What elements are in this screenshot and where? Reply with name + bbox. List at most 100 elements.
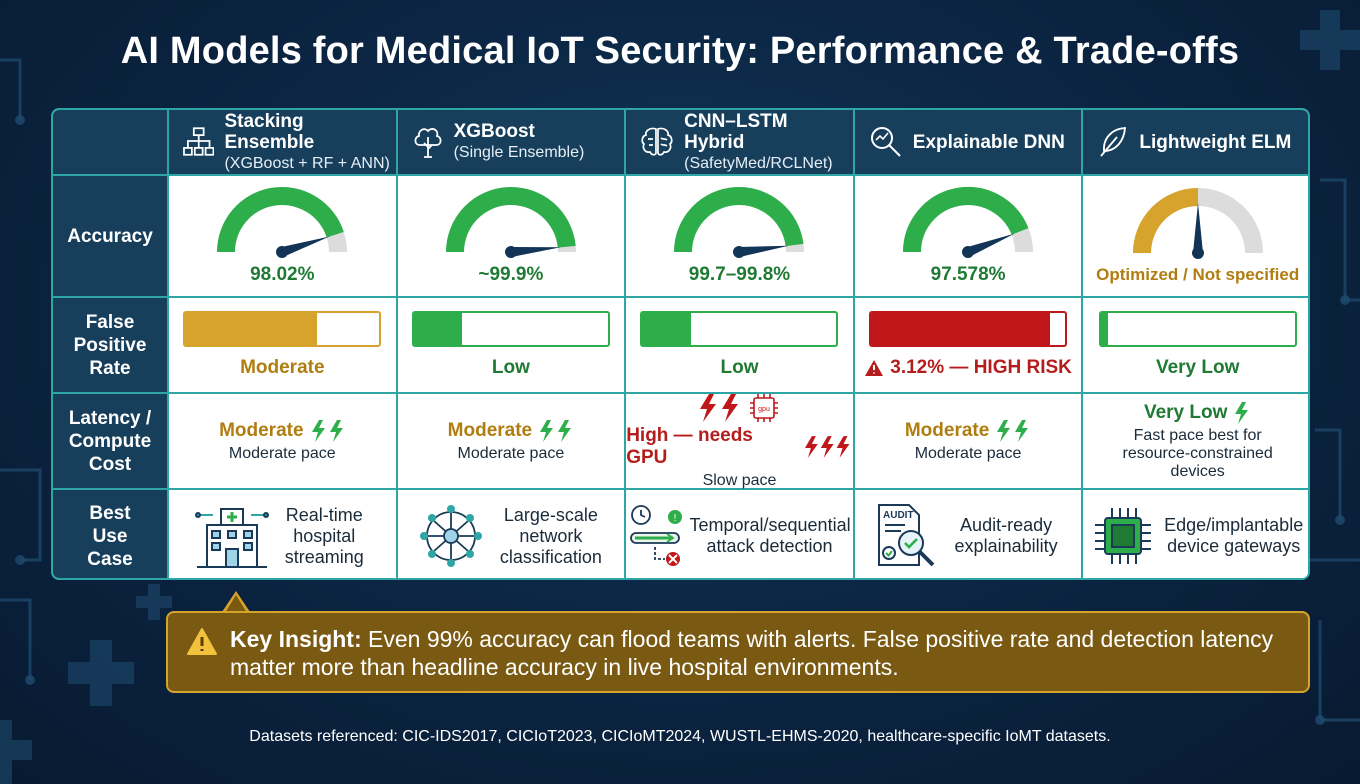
model-header-xgboost: XGBoost (Single Ensemble): [397, 110, 627, 176]
gpu-chip-icon: gpu: [750, 393, 779, 422]
use-case-text: Real-time hospital streaming: [284, 504, 364, 567]
use-case-cell: AUDIT Audit-ready explainability: [854, 490, 1084, 578]
model-name: Explainable DNN: [912, 131, 1065, 153]
hospital-icon: [195, 508, 270, 568]
gauge-hub: [1191, 247, 1204, 259]
audit-document-icon: AUDIT: [878, 504, 935, 567]
fpr-bar: [640, 311, 839, 347]
row-label-use-case: Best Use Case: [53, 490, 169, 578]
gauge-needle: [510, 247, 561, 257]
model-header-elm: Lightweight ELM: [1083, 110, 1308, 176]
datasets-footnote: Datasets referenced: CIC-IDS2017, CICIoT…: [249, 728, 1111, 745]
chip-icon: [1094, 508, 1151, 564]
warning-icon: [865, 360, 884, 376]
use-case-cell: Large-scale network classification: [397, 490, 627, 578]
latency-label: Very Low: [1143, 401, 1228, 423]
model-subtitle: (Single Ensemble): [453, 144, 585, 161]
fpr-cell: Moderate: [169, 298, 398, 394]
latency-sub: Moderate pace: [228, 444, 336, 462]
insight-body: Even 99% accuracy can flood teams with a…: [230, 626, 1274, 680]
accuracy-gauge: [903, 187, 1034, 258]
accuracy-gauge: [1132, 188, 1263, 259]
gauge-needle: [280, 236, 330, 257]
fpr-label-row: 3.12% — HIGH RISK: [864, 357, 1072, 379]
fpr-label: Low: [720, 357, 759, 378]
page-title: AI Models for Medical IoT Security: Perf…: [120, 30, 1240, 72]
fpr-label: Low: [491, 357, 530, 378]
svg-text:!: !: [674, 513, 677, 524]
fpr-bar-fill: [413, 313, 463, 345]
fpr-bar: [869, 311, 1068, 347]
latency-row: Latency / Compute Cost Moderate Moderate…: [53, 393, 1308, 490]
tree-icon: [414, 128, 442, 158]
bolt-icon: [1235, 401, 1249, 424]
bolt-icon: [805, 435, 850, 458]
latency-cell: Moderate Moderate pace: [169, 394, 398, 490]
fpr-bar-fill: [185, 313, 318, 345]
model-header-cnn-lstm: CNN–LSTM Hybrid (SafetyMed/RCLNet): [626, 110, 855, 176]
row-label-latency: Latency / Compute Cost: [53, 394, 169, 490]
fpr-bar: [183, 311, 382, 347]
accuracy-cell: ~99.9%: [397, 176, 627, 298]
use-case-text: Large-scale network classification: [499, 504, 602, 567]
accuracy-value: 98.02%: [250, 264, 315, 285]
audit-label: AUDIT: [883, 510, 914, 521]
fpr-label: 3.12% — HIGH RISK: [890, 357, 1072, 378]
model-subtitle: (SafetyMed/RCLNet): [684, 154, 833, 172]
fpr-bar-fill: [871, 313, 1050, 345]
gauge-fill: [217, 187, 345, 253]
timeline-icon: !: [630, 505, 683, 566]
insight-heading: Key Insight:: [230, 626, 362, 652]
fpr-label: Very Low: [1155, 357, 1240, 378]
accuracy-value: 97.578%: [930, 264, 1006, 285]
latency-label: High — needs GPU: [626, 424, 753, 468]
hierarchy-icon: [183, 127, 215, 156]
fpr-bar: [1098, 311, 1297, 347]
use-case-cell: ! Temporal/sequential attack detection: [626, 490, 855, 578]
fpr-bar-fill: [642, 313, 691, 345]
bolt-icon: [311, 419, 343, 442]
model-name: Stacking Ensemble: [224, 110, 315, 153]
accuracy-cell: 99.7–99.8%: [626, 176, 855, 298]
accuracy-gauge: [674, 187, 805, 258]
brain-icon: [641, 127, 673, 156]
gauge-fill: [445, 187, 576, 253]
latency-label: Moderate: [219, 419, 304, 441]
accuracy-value: 99.7–99.8%: [688, 264, 791, 285]
gauge-hub: [733, 246, 746, 258]
bolt-icon: [540, 419, 572, 442]
key-insight-box: Key Insight: Even 99% accuracy can flood…: [166, 611, 1310, 693]
row-label-accuracy: Accuracy: [53, 176, 169, 298]
accuracy-gauge: [445, 187, 576, 258]
accuracy-cell: Optimized / Not specified: [1083, 176, 1308, 298]
model-header-stacking: Stacking Ensemble (XGBoost + RF + ANN): [169, 110, 398, 176]
accuracy-value: ~99.9%: [478, 264, 544, 285]
accuracy-cell: 98.02%: [169, 176, 398, 298]
insight-text: Key Insight: Even 99% accuracy can flood…: [230, 625, 1290, 681]
model-name: CNN–LSTM Hybrid: [684, 110, 788, 153]
accuracy-row: Accuracy 98.02% ~99.9% 99.7–99.8% 97.578…: [53, 176, 1308, 298]
gauge-needle: [966, 233, 1015, 257]
model-subtitle: (XGBoost + RF + ANN): [224, 154, 390, 172]
latency-sub: Moderate pace: [914, 444, 1022, 462]
use-case-row: Best Use Case Real-time hospital streami…: [53, 490, 1308, 578]
comparison-table: Stacking Ensemble (XGBoost + RF + ANN) X…: [51, 108, 1310, 580]
gauge-hub: [504, 246, 517, 258]
fpr-cell: Low: [626, 298, 855, 394]
model-header-explainable-dnn: Explainable DNN: [854, 110, 1084, 176]
warning-icon: [187, 628, 217, 655]
fpr-bar: [411, 311, 610, 347]
latency-sub: Moderate pace: [457, 444, 565, 462]
use-case-text: Edge/implantable device gateways: [1164, 515, 1304, 556]
fpr-cell: 3.12% — HIGH RISK: [854, 298, 1084, 394]
model-name: Lightweight ELM: [1139, 131, 1292, 153]
gauge-needle: [1192, 203, 1203, 253]
insight-pointer-inner: [225, 595, 247, 613]
bolt-icon: [997, 419, 1029, 442]
fpr-cell: Very Low: [1083, 298, 1308, 394]
use-case-cell: Edge/implantable device gateways: [1083, 490, 1308, 578]
latency-cell: gpu High — needs GPU Slow pace: [626, 393, 855, 490]
accuracy-value: Optimized / Not specified: [1096, 265, 1300, 284]
header-corner: [53, 110, 169, 176]
use-case-text: Audit-ready explainability: [954, 515, 1058, 556]
